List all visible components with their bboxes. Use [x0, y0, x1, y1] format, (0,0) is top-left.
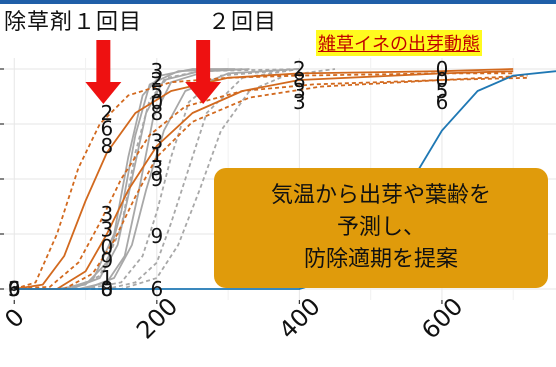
series-line-9 — [14, 68, 336, 290]
point-label: 6 — [8, 277, 21, 301]
point-label: 9 — [8, 277, 21, 301]
point-label: 9 — [150, 167, 163, 191]
series-line-8 — [14, 68, 300, 290]
series-line-5 — [14, 68, 300, 290]
x-tick-label: 200 — [131, 292, 183, 344]
point-label: 6 — [101, 116, 114, 140]
point-label: 8 — [150, 101, 163, 125]
point-label: 2 — [101, 101, 114, 125]
point-label: 3 — [150, 59, 163, 83]
point-label: 8 — [101, 277, 114, 301]
point-label: 1 — [150, 143, 163, 167]
point-label: 5 — [150, 79, 163, 103]
series-line-4 — [14, 68, 236, 290]
x-axis-ticks: 0 200 400 600 — [0, 292, 468, 344]
point-label: 8 — [293, 68, 306, 92]
callout-line-2: 予測し、 — [336, 215, 425, 240]
first-spray-arrow — [85, 40, 122, 104]
callout-box: 気温から出芽や葉齢を 予測し、 防除適期を提案 — [214, 168, 548, 288]
point-label: 3 — [101, 202, 114, 226]
series-line-11 — [14, 70, 514, 290]
top-accent-bar — [0, 0, 556, 4]
x-tick-label: 600 — [416, 292, 468, 344]
point-label: 3 — [293, 90, 306, 114]
point-label: 3 — [150, 130, 163, 154]
chart-title: 雑草イネの出芽動態 — [316, 30, 482, 56]
point-label: 3 — [150, 156, 163, 180]
point-label: 0 — [150, 90, 163, 114]
point-label: 5 — [436, 79, 449, 103]
point-label: 6 — [150, 277, 163, 301]
second-spray-arrow — [185, 40, 222, 104]
point-label: 6 — [436, 90, 449, 114]
point-label: 3 — [101, 218, 114, 242]
point-label: 1 — [101, 266, 114, 290]
point-label: 0 — [436, 68, 449, 92]
callout-line-1: 気温から出芽や葉齢を — [270, 183, 491, 208]
x-tick-label: 0 — [0, 303, 30, 334]
y-axis-ticks — [0, 68, 4, 290]
callout-line-3: 防除適期を提案 — [303, 247, 458, 272]
series-line-14 — [14, 76, 528, 290]
point-label: 2 — [150, 68, 163, 92]
series-line-13 — [14, 74, 528, 290]
series-line-12 — [14, 72, 514, 290]
point-label: 0 — [101, 277, 114, 301]
point-label: 9 — [150, 224, 163, 248]
point-label: 2 — [293, 57, 306, 81]
point-label: 8 — [101, 134, 114, 158]
point-label: 0 — [101, 235, 114, 259]
series-line-10 — [14, 68, 514, 290]
herbicide-second-label: ２回目 — [208, 10, 278, 35]
x-tick-label: 400 — [274, 292, 326, 344]
arrows-layer — [85, 40, 222, 104]
series-line-2 — [14, 68, 243, 290]
point-label: 3 — [293, 79, 306, 103]
point-label: 3 — [8, 277, 21, 301]
point-label: 0 — [436, 57, 449, 81]
herbicide-first-label: 除草剤１回目 — [4, 10, 143, 35]
point-label: 9 — [101, 248, 114, 272]
